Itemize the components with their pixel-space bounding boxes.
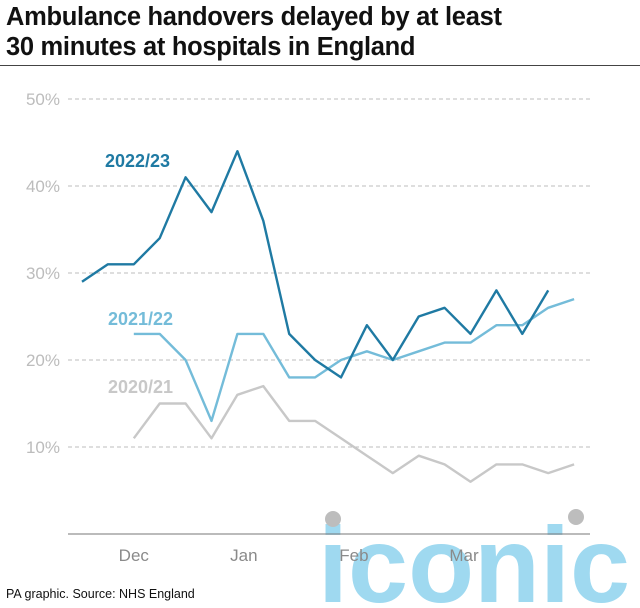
x-tick-label: Jan [230,546,257,565]
iconic-watermark: iconic [318,504,630,608]
series-label-2022-23: 2022/23 [105,151,170,171]
series-label-2020-21: 2020/21 [108,377,173,397]
gridlines: 10% 20% 30% 40% 50% [26,90,590,457]
source-note: PA graphic. Source: NHS England [6,587,195,601]
y-tick-label: 50% [26,90,60,109]
y-tick-label: 20% [26,351,60,370]
y-tick-label: 10% [26,438,60,457]
watermark-dot-left [325,511,341,527]
y-tick-label: 30% [26,264,60,283]
series-line-2020-21 [132,384,575,483]
axes: Dec Jan Feb Mar [68,533,590,565]
title-divider [0,65,640,66]
series-lines [81,149,575,483]
chart-title-line-2: 30 minutes at hospitals in England [6,33,416,61]
chart-title-line-1: Ambulance handovers delayed by at least [6,3,502,31]
x-tick-label: Dec [119,546,150,565]
watermark-dot-right [568,509,584,525]
series-labels: 2022/23 2021/22 2020/21 [105,151,173,397]
x-tick-label: Feb [339,546,368,565]
chart-title: Ambulance handovers delayed by at least … [6,2,626,62]
series-line-2022-23 [81,149,550,379]
series-line-2021-22 [133,297,575,423]
x-tick-label: Mar [449,546,479,565]
series-label-2021-22: 2021/22 [108,309,173,329]
y-tick-label: 40% [26,177,60,196]
